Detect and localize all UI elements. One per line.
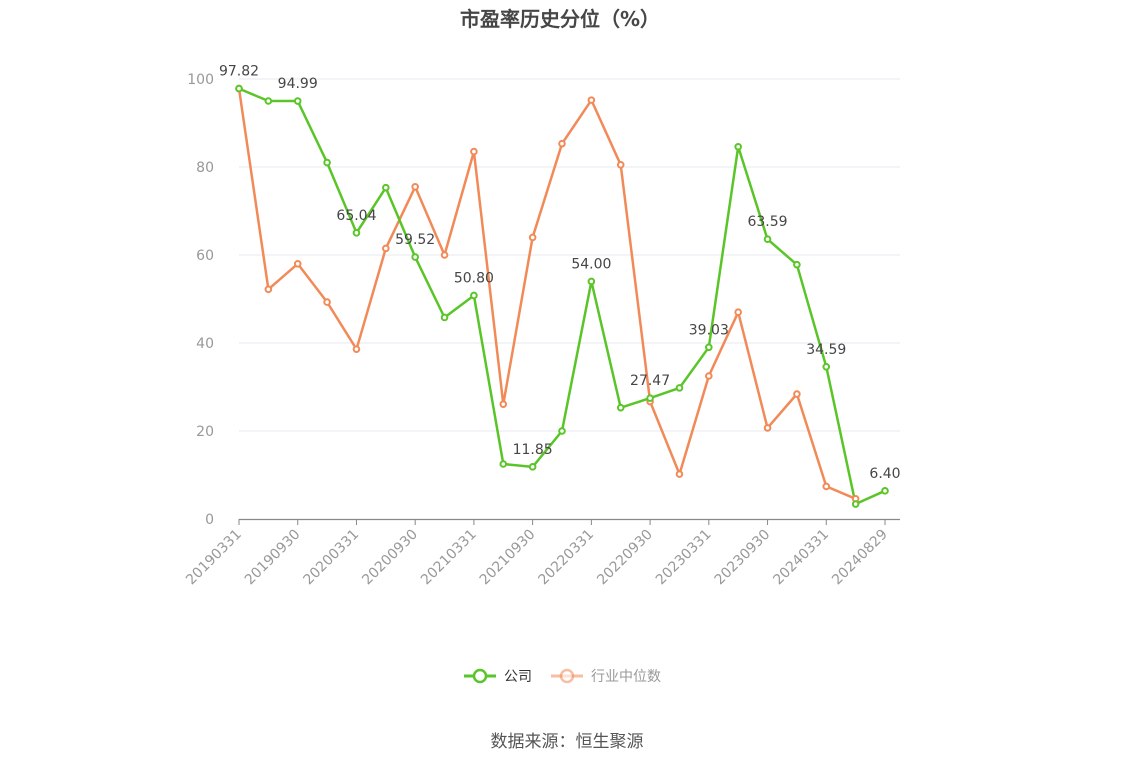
data-label: 6.40 <box>869 466 900 482</box>
data-point-1 <box>323 298 331 306</box>
legend-industry-label: 行业中位数 <box>591 669 661 685</box>
data-point-0 <box>675 384 684 392</box>
data-point-0 <box>470 291 478 300</box>
data-point-1 <box>382 244 390 253</box>
data-point-1 <box>675 470 684 478</box>
data-point-0 <box>646 394 654 402</box>
data-point-0 <box>382 183 390 192</box>
data-point-0 <box>881 487 889 495</box>
y-tick-label: 60 <box>196 248 214 264</box>
data-point-0 <box>793 260 801 269</box>
data-label: 39.03 <box>689 322 729 338</box>
data-point-0 <box>705 343 713 352</box>
data-point-1 <box>293 260 302 268</box>
data-label: 50.80 <box>454 270 494 286</box>
legend-industry-marker <box>559 668 575 684</box>
x-tick-label: 20230331 <box>653 527 715 589</box>
data-point-1 <box>734 308 742 317</box>
legend-item-company[interactable]: 公司 <box>464 668 532 685</box>
y-tick-label: 0 <box>205 512 214 528</box>
y-tick-label: 40 <box>196 336 214 352</box>
x-tick-label: 20200331 <box>301 527 363 589</box>
data-point-0 <box>440 313 449 322</box>
data-label: 34.59 <box>806 342 846 358</box>
data-point-1 <box>528 233 537 242</box>
data-label: 65.04 <box>336 208 376 224</box>
data-labels: 97.82 94.99 65.04 59.52 50.80 11.85 54.00 27.47… <box>219 64 901 482</box>
series-lines <box>237 87 886 506</box>
legend-company-marker <box>472 668 488 684</box>
data-label: 11.85 <box>513 442 553 458</box>
y-tick-label: 80 <box>196 160 214 176</box>
data-label: 97.82 <box>219 64 259 80</box>
data-point-1 <box>705 372 713 380</box>
grid-lines <box>239 78 900 432</box>
data-point-0 <box>558 427 566 435</box>
series-line-1 <box>237 88 857 500</box>
x-tick-label: 20190930 <box>242 527 304 589</box>
data-point-0 <box>323 158 331 167</box>
chart-title: 市盈率历史分位（%） <box>460 7 660 31</box>
data-point-0 <box>734 142 742 151</box>
x-tick-label: 20240331 <box>770 527 832 589</box>
data-label: 54.00 <box>571 256 611 272</box>
x-tick-label: 20190331 <box>183 527 245 589</box>
data-label: 27.47 <box>630 373 670 389</box>
data-point-0 <box>293 97 302 105</box>
data-point-0 <box>528 463 537 471</box>
data-point-0 <box>499 460 508 468</box>
data-point-1 <box>352 345 361 353</box>
data-point-0 <box>587 277 596 286</box>
data-point-0 <box>616 403 625 412</box>
data-label: 63.59 <box>747 214 787 230</box>
series-line-0 <box>238 87 886 506</box>
x-tick-label: 20210930 <box>477 527 539 589</box>
data-source: 数据来源：恒生聚源 <box>491 732 644 752</box>
legend[interactable]: 公司 行业中位数 <box>464 668 661 685</box>
data-point-0 <box>264 97 273 105</box>
data-point-0 <box>822 363 831 371</box>
x-axis: 2019033120190930202003312020093020210331… <box>183 518 900 589</box>
x-tick-label: 20220930 <box>594 527 656 589</box>
legend-item-industry[interactable]: 行业中位数 <box>551 668 661 685</box>
legend-company-label: 公司 <box>504 669 532 685</box>
y-tick-label: 20 <box>196 424 214 440</box>
data-point-1 <box>558 139 566 148</box>
data-point-1 <box>411 183 419 191</box>
data-point-1 <box>822 482 831 491</box>
data-label: 59.52 <box>395 232 435 248</box>
data-point-1 <box>499 400 508 408</box>
x-tick-label: 20210331 <box>418 527 480 589</box>
y-axis: 0 20 40 60 80 100 <box>187 72 214 528</box>
y-tick-label: 100 <box>187 72 214 88</box>
x-tick-label: 20230930 <box>712 527 774 589</box>
data-point-1 <box>587 96 596 104</box>
data-point-1 <box>440 251 449 259</box>
data-point-0 <box>352 229 361 237</box>
x-tick-label: 20220331 <box>535 527 597 589</box>
data-point-0 <box>851 500 860 508</box>
data-point-1 <box>264 285 273 294</box>
data-point-0 <box>411 253 419 261</box>
data-point-1 <box>793 390 801 398</box>
data-point-1 <box>763 424 772 432</box>
x-tick-label: 20200930 <box>359 527 421 589</box>
series-points <box>235 84 889 508</box>
data-point-1 <box>470 147 478 156</box>
x-tick-label: 20240829 <box>829 527 891 589</box>
data-point-0 <box>235 84 243 93</box>
data-label: 94.99 <box>278 76 318 92</box>
data-point-0 <box>763 235 772 244</box>
data-point-1 <box>616 161 625 169</box>
